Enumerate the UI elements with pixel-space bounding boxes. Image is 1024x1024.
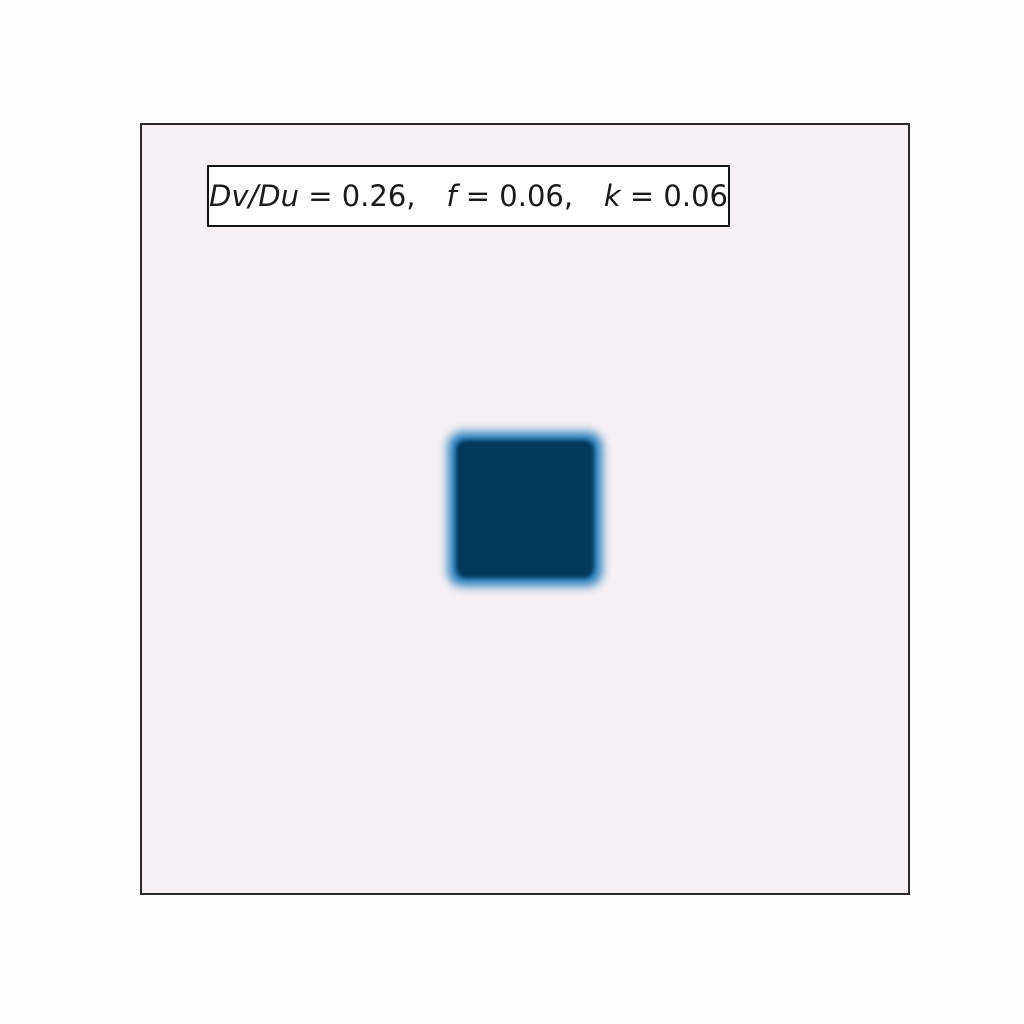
pattern-core	[456, 440, 594, 578]
ratio-equals: =	[298, 179, 342, 213]
k-value: 0.06	[663, 179, 728, 213]
f-value: 0.06,	[499, 179, 574, 213]
ratio-value: 0.26,	[341, 179, 416, 213]
f-label: f	[446, 179, 457, 213]
k-label: k	[603, 179, 621, 213]
k-equals: =	[620, 179, 664, 213]
ratio-label: Dv/Du	[209, 179, 299, 213]
parameter-annotation: Dv/Du = 0.26, f = 0.06, k = 0.06	[207, 165, 730, 227]
f-equals: =	[456, 179, 500, 213]
heatmap-axes	[140, 123, 910, 895]
